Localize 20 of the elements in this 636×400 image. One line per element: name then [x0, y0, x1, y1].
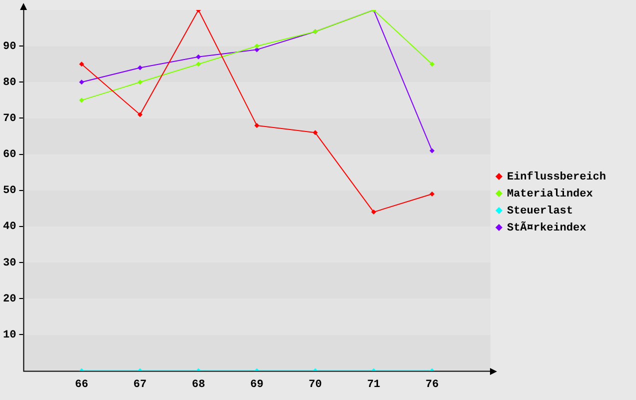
y-tick-label: 60 — [3, 149, 16, 162]
y-tick-label: 40 — [3, 221, 16, 234]
y-tick-label: 80 — [3, 76, 16, 89]
legend-label: StÃ¤rkeindex — [506, 220, 587, 234]
x-tick-label: 69 — [250, 379, 264, 392]
y-tick-label: 20 — [3, 293, 16, 306]
x-tick-label: 68 — [192, 379, 206, 392]
x-tick-label: 66 — [75, 379, 88, 392]
x-tick-label: 71 — [367, 379, 381, 392]
y-tick-label: 90 — [3, 40, 16, 53]
y-tick-label: 30 — [3, 257, 16, 270]
y-tick-label: 50 — [3, 185, 16, 198]
legend-label: Materialindex — [506, 188, 594, 200]
x-tick-label: 67 — [133, 379, 147, 392]
legend-label: Steuerlast — [506, 205, 573, 218]
y-tick-label: 10 — [3, 329, 16, 342]
x-tick-label: 70 — [308, 379, 322, 392]
x-tick-label: 76 — [425, 379, 439, 392]
y-tick-label: 70 — [3, 113, 16, 126]
legend-label: Einflussbereich — [506, 170, 606, 184]
